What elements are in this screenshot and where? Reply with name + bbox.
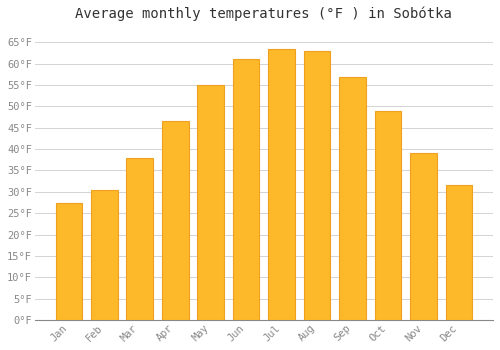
Bar <box>339 77 366 320</box>
Title: Average monthly temperatures (°F ) in Sobótka: Average monthly temperatures (°F ) in So… <box>76 7 452 21</box>
Bar <box>198 85 224 320</box>
Bar <box>446 186 472 320</box>
Bar <box>56 203 82 320</box>
Bar <box>233 60 260 320</box>
Bar <box>410 153 437 320</box>
Bar <box>374 111 402 320</box>
Bar <box>268 49 295 320</box>
Bar <box>304 51 330 320</box>
Bar <box>91 190 118 320</box>
Bar <box>126 158 153 320</box>
Bar <box>162 121 188 320</box>
